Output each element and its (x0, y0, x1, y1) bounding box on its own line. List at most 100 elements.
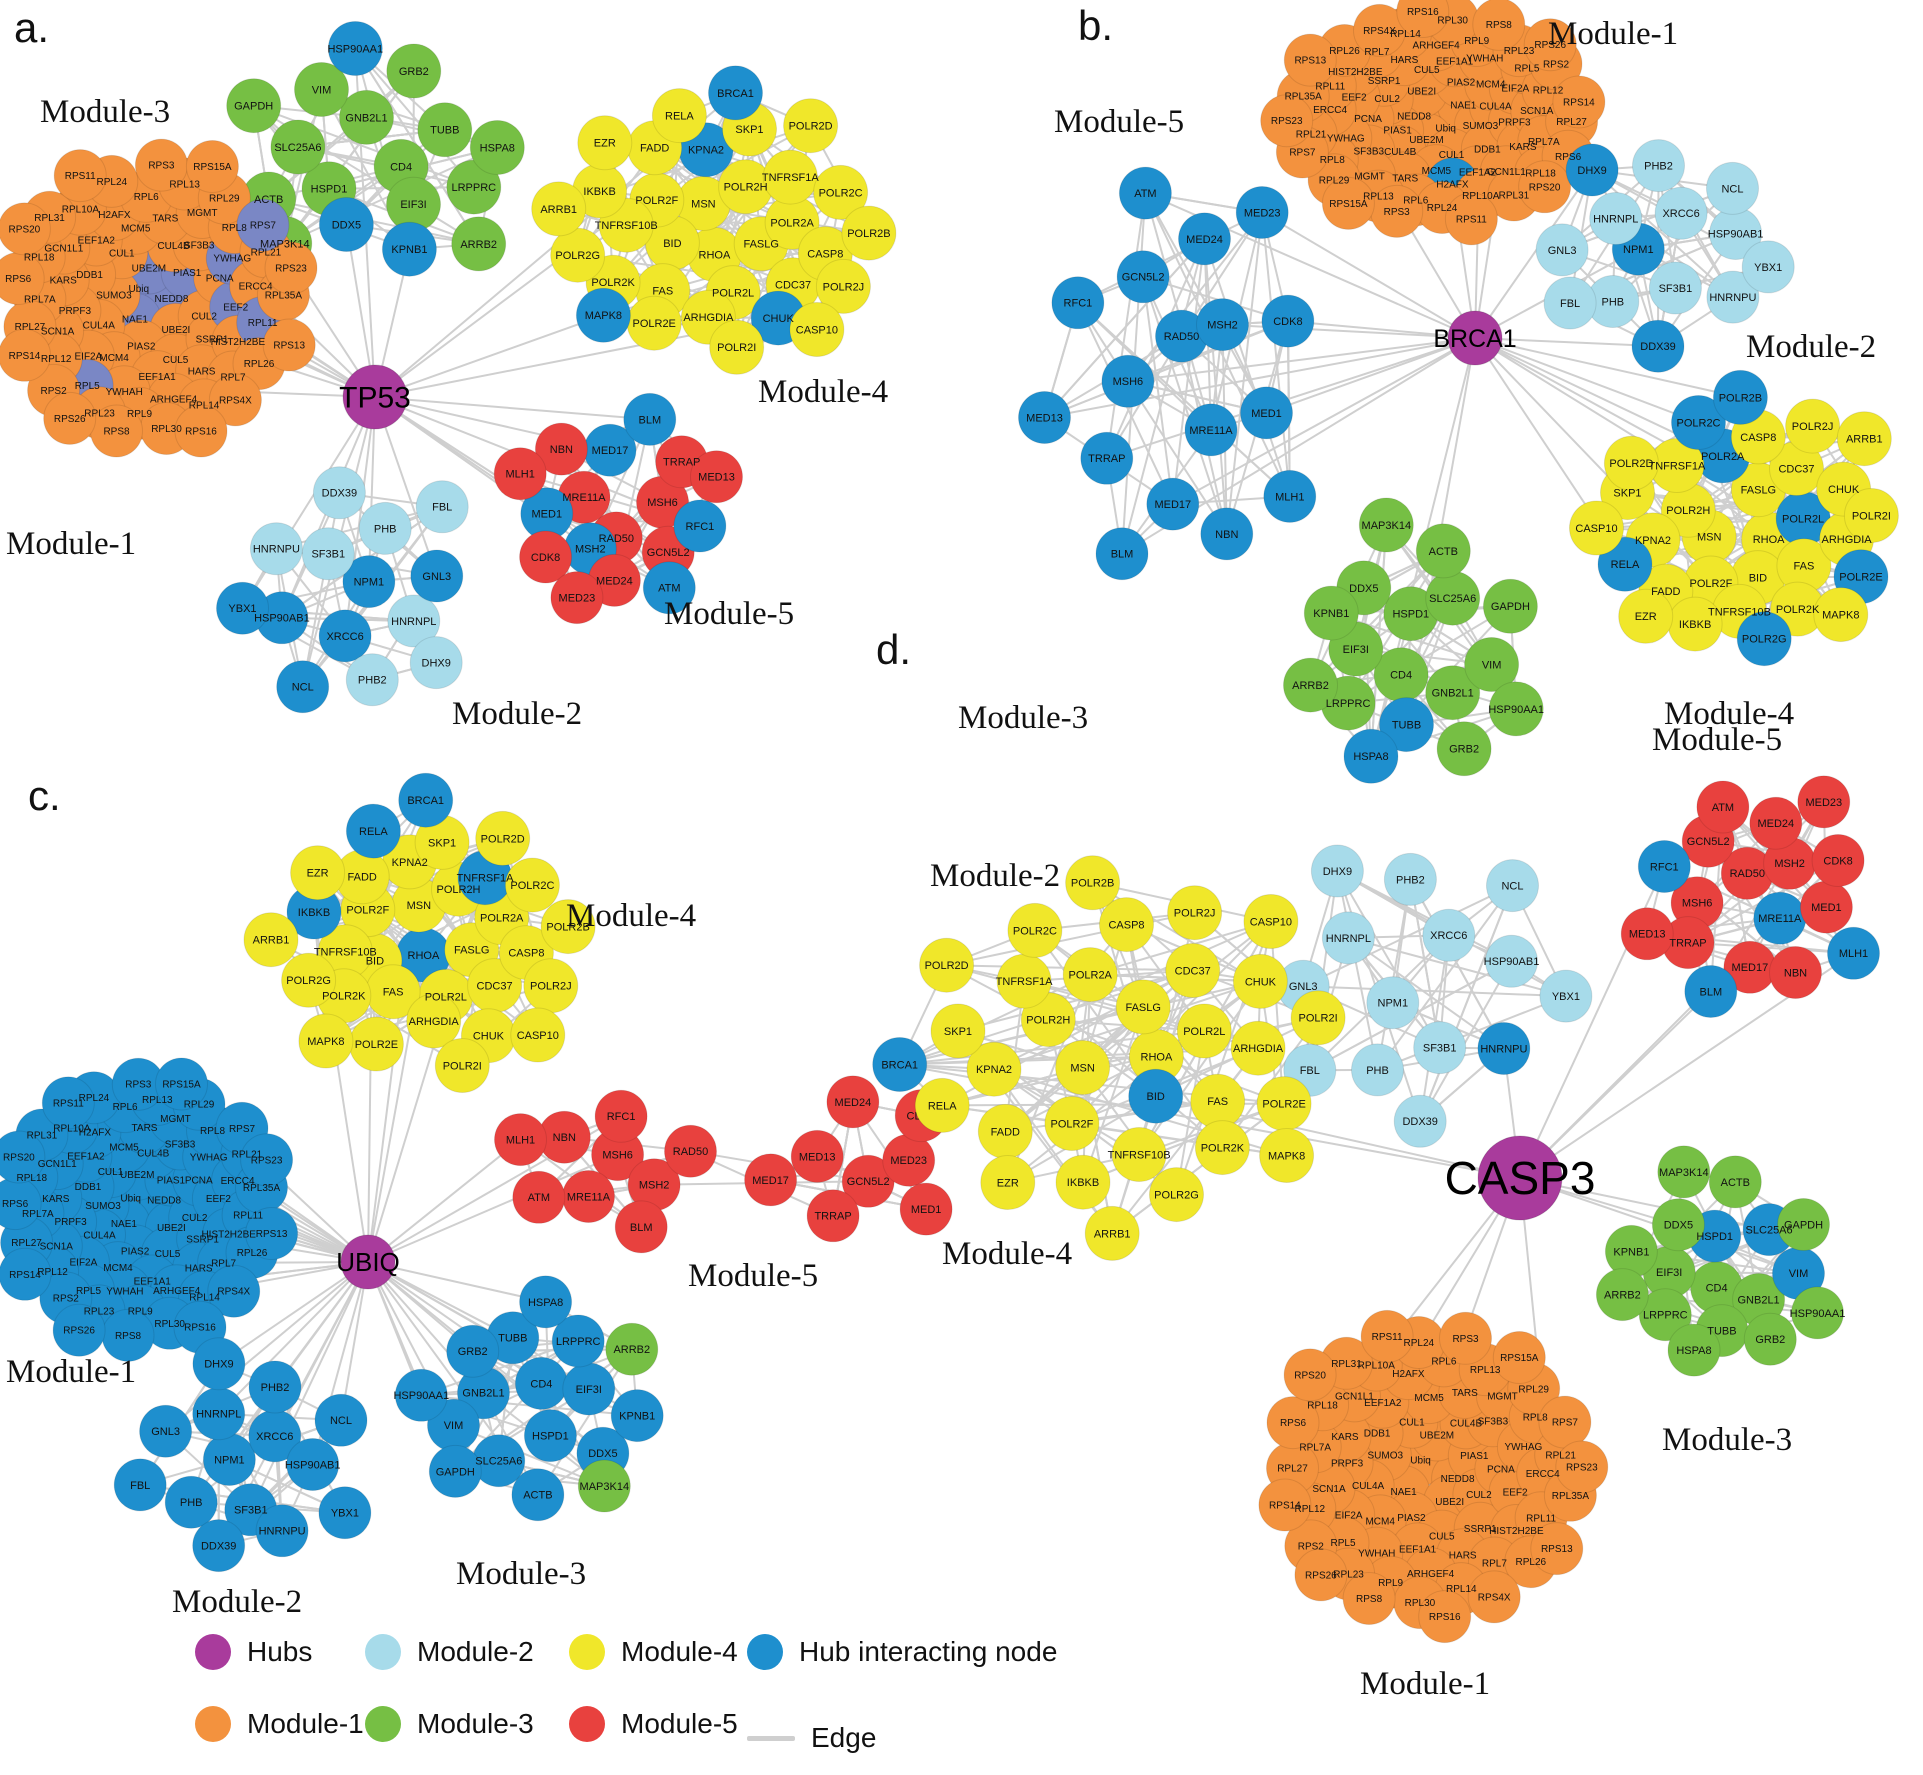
node-HSP90AA1[interactable] (394, 1368, 448, 1422)
node-PHB2[interactable] (248, 1360, 302, 1414)
node-RPS23[interactable] (264, 241, 318, 295)
node-RPS13[interactable] (262, 318, 316, 372)
node-ATM[interactable] (642, 561, 696, 615)
node-NCL[interactable] (276, 660, 330, 714)
node-RPS11[interactable] (53, 149, 107, 203)
node-PHB2[interactable] (1632, 139, 1685, 193)
node-RPS14[interactable] (0, 328, 51, 382)
node-RELA[interactable] (1597, 536, 1653, 592)
hub-node-UBIQ[interactable] (340, 1234, 396, 1290)
node-GCN5L2[interactable] (1116, 250, 1170, 304)
node-POLR2D[interactable] (475, 810, 531, 866)
node-PHB[interactable] (358, 501, 412, 555)
node-RFC1[interactable] (594, 1089, 648, 1143)
node-BRCA1[interactable] (398, 772, 454, 828)
node-MED23[interactable] (550, 571, 604, 625)
node-FBL[interactable] (113, 1458, 167, 1512)
node-POLR2J[interactable] (815, 258, 871, 314)
node-RPS23[interactable] (1260, 94, 1314, 148)
node-MAP3K14[interactable] (577, 1459, 631, 1513)
node-MED23[interactable] (1235, 186, 1289, 239)
node-TRRAP[interactable] (806, 1189, 860, 1243)
node-RPS20[interactable] (0, 202, 51, 256)
node-RPS4X[interactable] (208, 373, 262, 427)
node-RPS16[interactable] (1396, 0, 1450, 38)
node-TRRAP[interactable] (1080, 431, 1134, 485)
node-BLM[interactable] (614, 1200, 668, 1254)
node-HSP90AA1[interactable] (327, 21, 383, 76)
node-POLR2C[interactable] (813, 164, 869, 220)
node-POLR2C[interactable] (504, 857, 560, 913)
node-GAPDH[interactable] (226, 78, 282, 134)
node-POLR2I[interactable] (1843, 488, 1899, 543)
node-RPS8[interactable] (1472, 0, 1526, 51)
node-ARRB1[interactable] (243, 912, 299, 968)
node-SF3B1[interactable] (301, 527, 355, 581)
node-MED1[interactable] (1240, 386, 1293, 440)
node-RPS26[interactable] (43, 391, 97, 445)
node-HSPA8[interactable] (519, 1275, 573, 1329)
node-YBX1[interactable] (216, 581, 269, 635)
node-MED17[interactable] (1146, 477, 1200, 531)
node-BLM[interactable] (1095, 527, 1149, 581)
node-GRB2[interactable] (386, 43, 442, 99)
node-DHX9[interactable] (192, 1337, 246, 1391)
node-EZR[interactable] (577, 115, 633, 171)
node-MSH6[interactable] (1101, 354, 1155, 408)
node-POLR2B[interactable] (1712, 369, 1768, 425)
node-PHB2[interactable] (345, 653, 399, 707)
node-MED1[interactable] (899, 1182, 953, 1236)
node-HNRNPL[interactable] (1589, 192, 1643, 245)
node-GNB2L1[interactable] (1425, 665, 1481, 721)
node-CASP10[interactable] (510, 1007, 566, 1063)
node-RPS11[interactable] (41, 1076, 95, 1130)
node-POLR2C[interactable] (1671, 395, 1726, 450)
node-FBL[interactable] (1543, 276, 1597, 330)
node-MED13[interactable] (790, 1129, 844, 1183)
node-EZR[interactable] (290, 845, 346, 901)
node-HNRNPU[interactable] (1706, 270, 1760, 324)
node-ATM[interactable] (1118, 166, 1172, 220)
node-RPS20[interactable] (0, 1130, 46, 1184)
node-ARRB1[interactable] (531, 181, 587, 237)
node-POLR2J[interactable] (1785, 398, 1841, 454)
node-MAPK8[interactable] (575, 287, 631, 343)
node-RPS26[interactable] (52, 1303, 106, 1357)
node-POLR2I[interactable] (434, 1038, 490, 1093)
node-RPS14[interactable] (1552, 75, 1606, 129)
node-ARRB2[interactable] (1283, 657, 1338, 713)
node-XRCC6[interactable] (1654, 186, 1708, 240)
node-POLR2G[interactable] (550, 227, 606, 283)
node-YBX1[interactable] (1741, 240, 1795, 294)
node-GAPDH[interactable] (428, 1444, 482, 1498)
node-MED24[interactable] (826, 1075, 880, 1129)
node-TUBB[interactable] (417, 102, 473, 158)
node-MLH1[interactable] (1263, 469, 1317, 523)
node-RPS11[interactable] (1444, 192, 1498, 246)
node-RPS4X[interactable] (207, 1264, 261, 1318)
node-POLR2I[interactable] (709, 319, 765, 375)
node-MED17[interactable] (744, 1153, 798, 1207)
node-CASP10[interactable] (1569, 500, 1624, 556)
node-GRB2[interactable] (446, 1324, 500, 1378)
node-RAD50[interactable] (664, 1124, 717, 1178)
node-RELA[interactable] (651, 88, 707, 144)
node-GNL3[interactable] (139, 1404, 193, 1458)
node-KPNB1[interactable] (1303, 585, 1359, 641)
node-NPM1[interactable] (342, 555, 396, 609)
node-KPNB1[interactable] (610, 1389, 664, 1443)
node-EZR[interactable] (1618, 588, 1674, 644)
node-RPS16[interactable] (174, 404, 228, 458)
node-MAP3K14[interactable] (1358, 497, 1414, 553)
node-GAPDH[interactable] (1482, 578, 1538, 634)
node-BRCA1[interactable] (708, 65, 763, 121)
node-MLH1[interactable] (494, 1113, 547, 1167)
node-GNL3[interactable] (1535, 223, 1589, 277)
node-HNRNPU[interactable] (255, 1504, 309, 1558)
node-RELA[interactable] (345, 803, 401, 859)
node-RPS13[interactable] (1283, 33, 1337, 87)
node-ARRB2[interactable] (605, 1322, 659, 1376)
node-XRCC6[interactable] (318, 609, 372, 663)
node-POLR2G[interactable] (1736, 611, 1792, 667)
node-ARRB1[interactable] (1836, 411, 1892, 467)
